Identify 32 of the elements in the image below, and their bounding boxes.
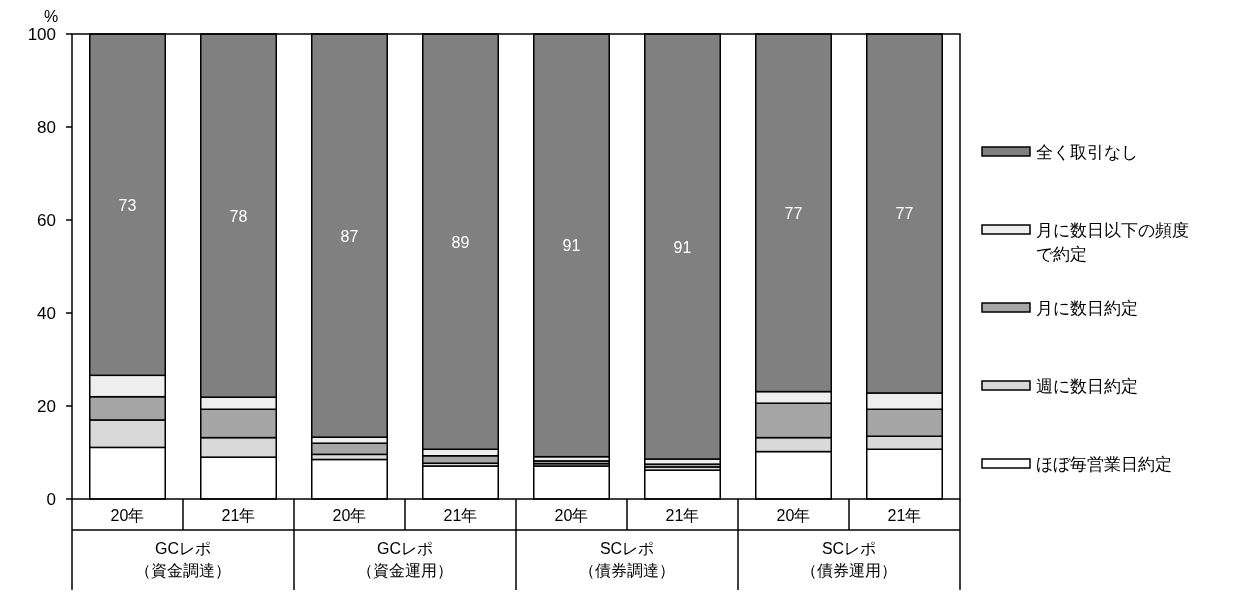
- legend-label: ほぼ毎営業日約定: [1036, 455, 1172, 474]
- y-tick-label: 40: [37, 304, 56, 323]
- x-tick-label: 21年: [887, 507, 922, 524]
- y-tick-label: 60: [37, 211, 56, 230]
- x-tick-label: 21年: [665, 507, 700, 524]
- x-tick-label: 21年: [221, 507, 256, 524]
- text: GCレポ（資金運用）: [357, 540, 453, 579]
- x-tick-label: 20年: [776, 507, 811, 524]
- data-label: 91: [673, 238, 692, 256]
- data-label: 78: [229, 207, 248, 225]
- data-label: 91: [562, 237, 581, 255]
- data-label: 73: [118, 196, 137, 214]
- y-tick-label: 100: [27, 25, 56, 44]
- legend-label: 週に数日約定: [1036, 377, 1138, 396]
- data-label: 89: [451, 233, 470, 251]
- y-axis-title: %: [44, 8, 59, 25]
- x-tick-label: 20年: [332, 507, 367, 524]
- data-label: 77: [784, 204, 803, 222]
- y-tick-label: 0: [46, 490, 56, 509]
- y-tick-label: 20: [37, 397, 56, 416]
- x-tick-label: 21年: [443, 507, 478, 524]
- text: SCレポ（債券運用）: [801, 540, 897, 579]
- x-tick-label: 20年: [110, 507, 145, 524]
- text: GCレポ（資金調達）: [135, 540, 231, 579]
- legend-label: 月に数日約定: [1036, 299, 1138, 318]
- legend-label: 月に数日以下の頻度で約定: [1036, 221, 1189, 264]
- data-label: 87: [340, 227, 359, 245]
- y-tick-label: 80: [37, 118, 56, 137]
- data-label: 77: [895, 205, 914, 223]
- legend-label: 全く取引なし: [1036, 143, 1138, 162]
- text: SCレポ（債券調達）: [579, 540, 675, 579]
- x-tick-label: 20年: [554, 507, 589, 524]
